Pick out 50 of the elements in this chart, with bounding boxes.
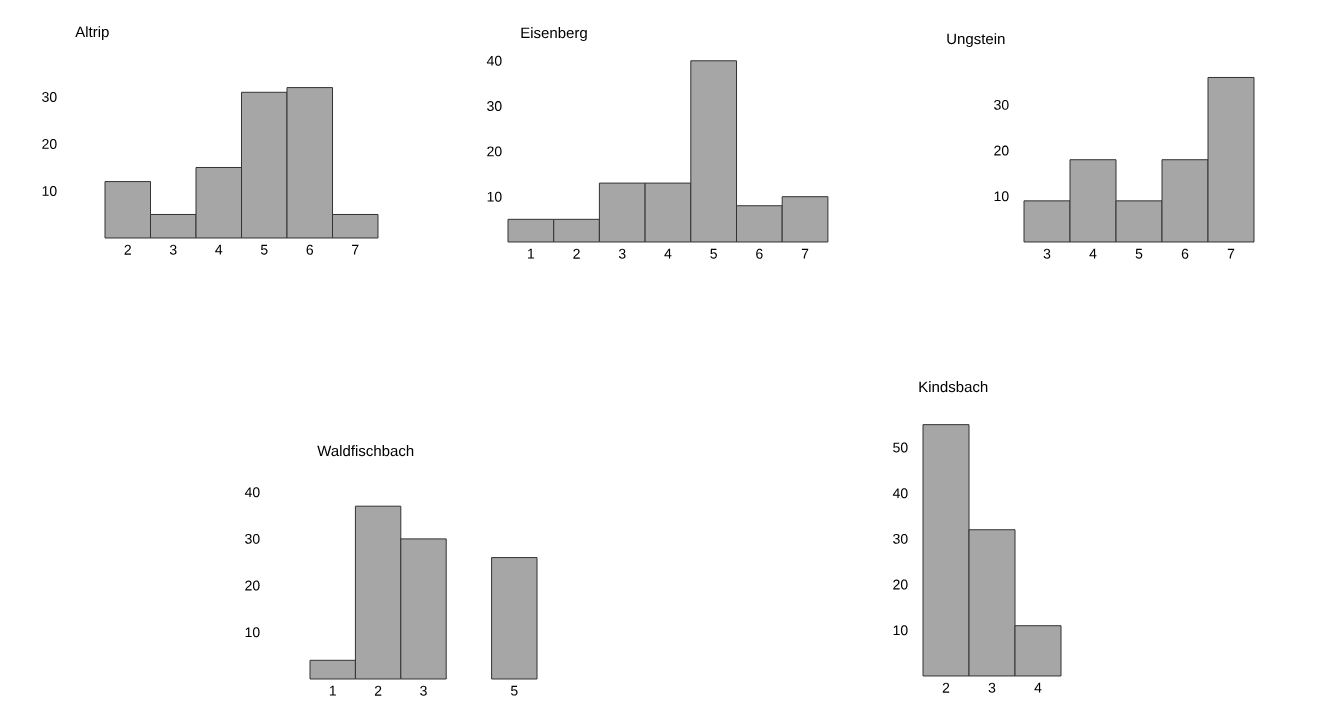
- x-tick-label: 4: [1089, 248, 1097, 259]
- y-tick-label: 30: [893, 533, 908, 544]
- chart-title: Ungstein: [947, 33, 1005, 48]
- x-tick-label: 5: [710, 248, 717, 259]
- x-tick-label: 3: [1043, 248, 1051, 259]
- x-tick-label: 7: [1227, 248, 1235, 259]
- chart-title: Eisenberg: [521, 27, 587, 42]
- x-tick-label: 1: [528, 248, 535, 259]
- y-tick-label: 10: [42, 186, 57, 196]
- x-tick-label: 7: [352, 244, 359, 255]
- chart-title: Waldfischbach: [317, 445, 414, 457]
- y-tick-label: 10: [994, 191, 1009, 202]
- y-tick-label: 20: [487, 146, 502, 157]
- x-tick-label: 6: [306, 244, 314, 255]
- y-tick-label: 30: [994, 99, 1009, 110]
- x-tick-label: 4: [664, 248, 672, 259]
- x-tick-label: 3: [420, 685, 427, 696]
- y-tick-label: 10: [893, 625, 908, 636]
- y-tick-label: 50: [893, 442, 908, 453]
- y-tick-label: 20: [42, 139, 57, 149]
- x-tick-label: 5: [510, 685, 518, 696]
- y-tick-label: 20: [245, 580, 260, 591]
- x-tick-label: 7: [801, 248, 809, 259]
- x-tick-label: 4: [1034, 682, 1042, 693]
- x-tick-label: 4: [215, 244, 223, 255]
- bar: [491, 557, 538, 680]
- y-tick-label: 20: [893, 579, 908, 590]
- y-tick-label: 30: [245, 533, 260, 544]
- x-tick-label: 3: [169, 244, 177, 255]
- x-tick-label: 1: [329, 685, 336, 696]
- x-tick-label: 6: [1181, 248, 1189, 259]
- y-tick-label: 40: [486, 55, 502, 66]
- y-tick-label: 30: [42, 92, 57, 102]
- chart-title: Kindsbach: [919, 381, 988, 393]
- y-tick-label: 40: [244, 487, 260, 498]
- x-tick-label: 5: [260, 244, 268, 255]
- x-tick-label: 2: [573, 248, 580, 259]
- x-tick-label: 3: [988, 682, 996, 693]
- x-tick-label: 6: [756, 248, 763, 259]
- y-tick-label: 10: [487, 191, 502, 202]
- x-tick-label: 2: [942, 682, 950, 693]
- y-tick-label: 10: [245, 627, 260, 638]
- y-tick-label: 30: [487, 101, 502, 112]
- x-tick-label: 2: [124, 244, 131, 255]
- x-tick-label: 5: [1135, 248, 1143, 259]
- x-tick-label: 3: [618, 248, 626, 259]
- y-tick-label: 20: [994, 145, 1009, 156]
- y-tick-label: 40: [892, 488, 908, 499]
- chart-title: Altrip: [75, 26, 109, 41]
- x-tick-label: 2: [374, 685, 382, 696]
